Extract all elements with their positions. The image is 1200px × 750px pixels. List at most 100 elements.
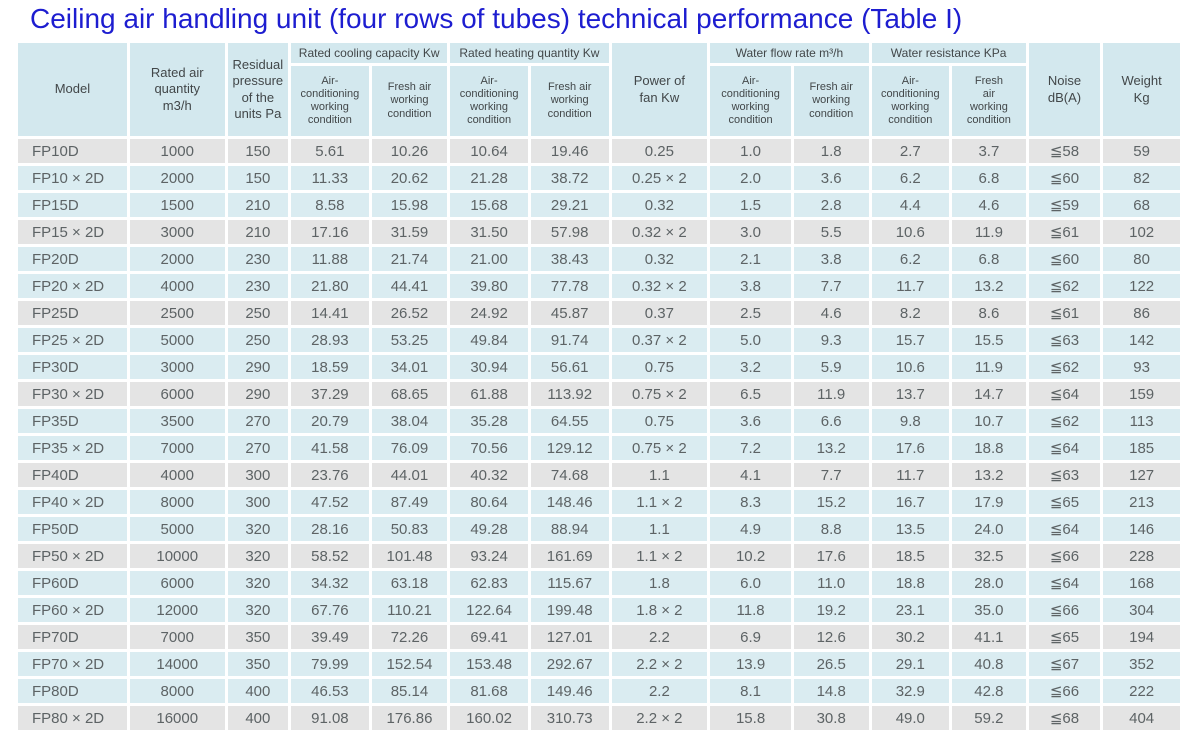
cell-heating-fresh-air: 91.74 <box>530 328 609 352</box>
cell-power-of-fan: 2.2 × 2 <box>611 706 708 730</box>
cell-noise: ≦66 <box>1028 598 1101 622</box>
cell-water-flow-air-conditioning: 7.2 <box>710 436 791 460</box>
cell-model: FP10 × 2D <box>18 166 127 190</box>
spec-table: Model Rated air quantity m3/h Residual p… <box>15 40 1183 733</box>
cell-water-flow-air-conditioning: 2.1 <box>710 247 791 271</box>
cell-power-of-fan: 1.8 <box>611 571 708 595</box>
cell-rated-air-quantity: 16000 <box>129 706 225 730</box>
cell-rated-air-quantity: 6000 <box>129 571 225 595</box>
cell-heating-fresh-air: 74.68 <box>530 463 609 487</box>
cell-water-flow-fresh-air: 7.7 <box>793 274 869 298</box>
cell-water-flow-air-conditioning: 8.1 <box>710 679 791 703</box>
cell-weight: 102 <box>1103 220 1180 244</box>
cell-residual-pressure: 210 <box>227 193 289 217</box>
table-row: FP60 × 2D 12000 320 67.76 110.21 122.64 199.48… <box>18 598 1180 622</box>
cell-weight: 168 <box>1103 571 1180 595</box>
cell-residual-pressure: 290 <box>227 382 289 406</box>
header-power-of-fan: Power of fan Kw <box>611 43 708 136</box>
cell-cooling-air-conditioning: 39.49 <box>291 625 369 649</box>
cell-heating-air-conditioning: 40.32 <box>450 463 528 487</box>
cell-cooling-fresh-air: 110.21 <box>371 598 448 622</box>
cell-heating-fresh-air: 129.12 <box>530 436 609 460</box>
table-row: FP20 × 2D 4000 230 21.80 44.41 39.80 77.78 0.32… <box>18 274 1180 298</box>
cell-weight: 82 <box>1103 166 1180 190</box>
cell-weight: 93 <box>1103 355 1180 379</box>
header-rated-air-quantity: Rated air quantity m3/h <box>129 43 225 136</box>
cell-cooling-air-conditioning: 21.80 <box>291 274 369 298</box>
cell-rated-air-quantity: 8000 <box>129 679 225 703</box>
cell-water-resistance-air-conditioning: 13.5 <box>871 517 950 541</box>
cell-power-of-fan: 1.1 × 2 <box>611 544 708 568</box>
cell-power-of-fan: 0.75 <box>611 355 708 379</box>
cell-water-flow-fresh-air: 4.6 <box>793 301 869 325</box>
cell-model: FP25D <box>18 301 127 325</box>
cell-heating-fresh-air: 149.46 <box>530 679 609 703</box>
cell-cooling-air-conditioning: 28.16 <box>291 517 369 541</box>
cell-heating-fresh-air: 199.48 <box>530 598 609 622</box>
cell-cooling-fresh-air: 26.52 <box>371 301 448 325</box>
header-cooling-fresh-air: Fresh air working condition <box>371 66 448 136</box>
cell-water-resistance-fresh-air: 11.9 <box>952 220 1026 244</box>
table-row: FP60D 6000 320 34.32 63.18 62.83 115.67 1.8 6.0 1… <box>18 571 1180 595</box>
cell-water-flow-fresh-air: 11.0 <box>793 571 869 595</box>
cell-heating-air-conditioning: 62.83 <box>450 571 528 595</box>
cell-heating-air-conditioning: 39.80 <box>450 274 528 298</box>
cell-model: FP20D <box>18 247 127 271</box>
cell-rated-air-quantity: 12000 <box>129 598 225 622</box>
cell-rated-air-quantity: 3500 <box>129 409 225 433</box>
table-row: FP15 × 2D 3000 210 17.16 31.59 31.50 57.98 0.32… <box>18 220 1180 244</box>
cell-water-resistance-air-conditioning: 29.1 <box>871 652 950 676</box>
cell-water-flow-air-conditioning: 4.1 <box>710 463 791 487</box>
cell-water-resistance-air-conditioning: 18.5 <box>871 544 950 568</box>
cell-cooling-air-conditioning: 47.52 <box>291 490 369 514</box>
cell-water-flow-air-conditioning: 3.2 <box>710 355 791 379</box>
table-row: FP30D 3000 290 18.59 34.01 30.94 56.61 0.75 3.2 5… <box>18 355 1180 379</box>
cell-model: FP40D <box>18 463 127 487</box>
table-row: FP35D 3500 270 20.79 38.04 35.28 64.55 0.75 3.6 6… <box>18 409 1180 433</box>
cell-model: FP35D <box>18 409 127 433</box>
cell-water-flow-fresh-air: 6.6 <box>793 409 869 433</box>
cell-water-resistance-air-conditioning: 30.2 <box>871 625 950 649</box>
cell-power-of-fan: 0.25 × 2 <box>611 166 708 190</box>
cell-model: FP60D <box>18 571 127 595</box>
cell-noise: ≦66 <box>1028 679 1101 703</box>
cell-residual-pressure: 150 <box>227 139 289 163</box>
cell-weight: 222 <box>1103 679 1180 703</box>
cell-water-flow-fresh-air: 11.9 <box>793 382 869 406</box>
cell-noise: ≦64 <box>1028 382 1101 406</box>
cell-residual-pressure: 270 <box>227 409 289 433</box>
cell-cooling-fresh-air: 15.98 <box>371 193 448 217</box>
header-group-water-resistance: Water resistance KPa <box>871 43 1026 63</box>
table-row: FP25D 2500 250 14.41 26.52 24.92 45.87 0.37 2.5 4… <box>18 301 1180 325</box>
header-group-rated-cooling-capacity: Rated cooling capacity Kw <box>291 43 448 63</box>
cell-model: FP80D <box>18 679 127 703</box>
cell-power-of-fan: 1.1 <box>611 463 708 487</box>
cell-heating-air-conditioning: 160.02 <box>450 706 528 730</box>
cell-model: FP30D <box>18 355 127 379</box>
cell-water-resistance-fresh-air: 13.2 <box>952 463 1026 487</box>
cell-water-resistance-air-conditioning: 9.8 <box>871 409 950 433</box>
cell-heating-fresh-air: 127.01 <box>530 625 609 649</box>
cell-cooling-air-conditioning: 11.33 <box>291 166 369 190</box>
cell-power-of-fan: 0.32 × 2 <box>611 220 708 244</box>
cell-model: FP50D <box>18 517 127 541</box>
cell-residual-pressure: 320 <box>227 517 289 541</box>
header-heating-fresh-air: Fresh air working condition <box>530 66 609 136</box>
cell-water-resistance-air-conditioning: 18.8 <box>871 571 950 595</box>
cell-heating-air-conditioning: 21.00 <box>450 247 528 271</box>
table-body: FP10D 1000 150 5.61 10.26 10.64 19.46 0.25 1.0 1.… <box>18 139 1180 730</box>
cell-rated-air-quantity: 2500 <box>129 301 225 325</box>
cell-cooling-fresh-air: 53.25 <box>371 328 448 352</box>
cell-noise: ≦62 <box>1028 355 1101 379</box>
table-row: FP20D 2000 230 11.88 21.74 21.00 38.43 0.32 2.1 3… <box>18 247 1180 271</box>
cell-water-resistance-fresh-air: 11.9 <box>952 355 1026 379</box>
cell-weight: 304 <box>1103 598 1180 622</box>
cell-heating-fresh-air: 292.67 <box>530 652 609 676</box>
cell-power-of-fan: 2.2 × 2 <box>611 652 708 676</box>
cell-heating-air-conditioning: 31.50 <box>450 220 528 244</box>
cell-heating-fresh-air: 38.43 <box>530 247 609 271</box>
cell-water-flow-fresh-air: 8.8 <box>793 517 869 541</box>
cell-water-resistance-fresh-air: 13.2 <box>952 274 1026 298</box>
cell-water-flow-air-conditioning: 11.8 <box>710 598 791 622</box>
cell-heating-fresh-air: 57.98 <box>530 220 609 244</box>
